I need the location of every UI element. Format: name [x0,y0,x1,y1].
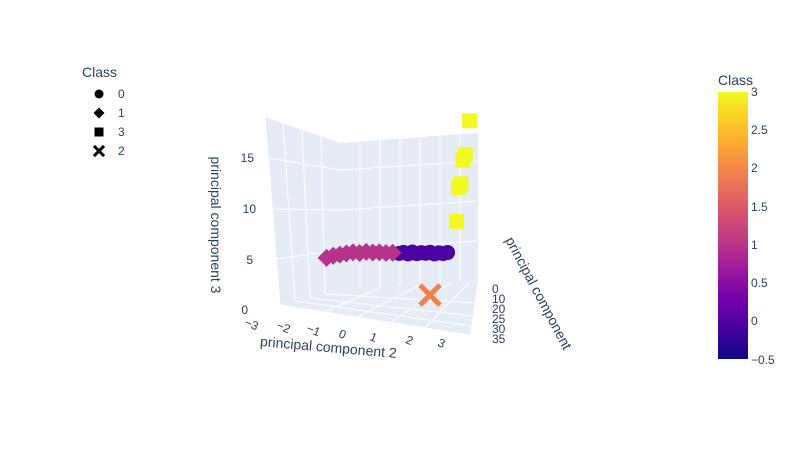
colorbar-tick: 2.5 [751,123,768,137]
legend-label: 3 [118,124,125,139]
colorbar-tick: 2 [751,161,758,175]
x-tick: 25 [492,312,506,326]
legend-label: 2 [118,143,125,158]
point-class-3[interactable] [462,113,478,129]
y-tick: 0 [337,327,349,343]
x-icon [92,144,106,158]
point-class-3[interactable] [453,176,469,192]
point-class-3[interactable] [457,147,473,163]
z-axis-title: principal component 3 [208,157,224,294]
z-tick: 5 [246,253,253,267]
x-tick: 0 [492,282,499,296]
y-tick: −3 [243,315,261,333]
legend-item-class-3[interactable]: 3 [82,122,125,141]
x-axis-title: principal component [502,234,575,352]
colorbar-tick: 1.5 [751,200,768,214]
diamond-icon [92,106,106,120]
x-tick: 20 [492,302,506,316]
colorbar-tick: 0.5 [751,276,768,290]
point-class-2[interactable] [418,283,442,307]
point-class-0[interactable] [440,245,456,261]
point-class-1[interactable] [383,243,402,262]
data-points [317,113,478,307]
legend-label: 0 [118,86,125,101]
y-tick: 1 [368,330,380,346]
y-tick: 2 [404,333,416,349]
x-tick: 35 [492,332,506,346]
square-icon [92,125,106,139]
circle-icon [92,87,106,101]
colorbar-tick: 0 [751,314,758,328]
colorbar-tick: 3 [751,85,758,99]
y-tick: −1 [305,321,323,339]
colorbar-gradient [718,92,748,359]
legend: Class 0 1 3 2 [82,64,125,160]
point-class-3[interactable] [448,213,464,229]
x-tick: 30 [492,322,506,336]
z-tick: 0 [241,303,248,317]
y-tick: 3 [436,336,448,352]
z-tick: 10 [243,202,257,216]
z-tick: 15 [241,151,255,165]
colorbar-tick: 1 [751,238,758,252]
colorbar-title: Class [718,72,754,88]
legend-item-class-0[interactable]: 0 [82,84,125,103]
legend-item-class-2[interactable]: 2 [82,141,125,160]
y-tick: −2 [275,318,293,336]
legend-item-class-1[interactable]: 1 [82,103,125,122]
colorbar-tick: −0.5 [751,353,775,367]
legend-title: Class [82,64,118,80]
legend-label: 1 [118,105,125,120]
x-tick: 10 [492,292,506,306]
